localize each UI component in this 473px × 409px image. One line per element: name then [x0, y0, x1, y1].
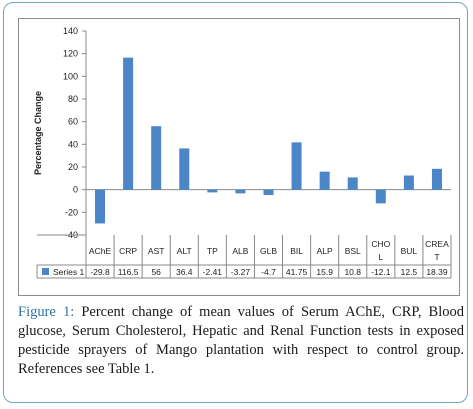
x-tick-label-cont: T	[434, 252, 439, 262]
y-tick-label: -20	[65, 207, 78, 217]
data-label: -2.41	[203, 267, 223, 277]
x-tick-label: GLB	[260, 246, 277, 256]
y-tick-label: 80	[68, 94, 78, 104]
y-tick-label: 40	[68, 139, 78, 149]
caption-label: Figure 1:	[18, 304, 75, 320]
bar-crp	[123, 57, 134, 190]
x-tick-label: AST	[148, 246, 165, 256]
data-label: 18.39	[426, 267, 448, 277]
data-label: 36.4	[176, 267, 193, 277]
x-tick-label: BUL	[401, 246, 418, 256]
y-tick-label: 20	[68, 162, 78, 172]
x-tick-label: ALP	[317, 246, 333, 256]
bar-glb	[263, 189, 274, 195]
bar-alt	[179, 148, 190, 190]
bar-ast	[151, 126, 162, 190]
x-tick-label: CRP	[119, 246, 137, 256]
bar-chart: Percentage Change-40-2002040608010012014…	[33, 26, 452, 279]
data-label: -3.27	[231, 267, 251, 277]
bar-tp	[207, 189, 218, 193]
bar-chol	[375, 189, 386, 204]
data-label: -12.1	[371, 267, 391, 277]
bar-bsl	[347, 177, 358, 190]
y-tick-label: 140	[63, 26, 78, 36]
y-tick-label: 100	[63, 71, 78, 81]
figure-frame: Percentage Change -40 -20 0 20 40 60 80 100 120 14…	[3, 2, 468, 403]
x-tick-label: AChE	[89, 246, 112, 256]
data-label: 15.9	[316, 267, 333, 277]
legend-label: Series 1	[53, 267, 84, 277]
caption-text: Percent change of mean values of Serum A…	[18, 304, 464, 377]
y-axis-label: Percentage Change	[33, 91, 43, 175]
x-tick-label: ALB	[232, 246, 248, 256]
x-tick-label: CHO	[371, 239, 390, 249]
bar-bul	[403, 175, 414, 190]
y-tick-label: 120	[63, 49, 78, 59]
chart-area: Percentage Change -40 -20 0 20 40 60 80 100 120 14…	[18, 18, 460, 296]
y-tick-label: 60	[68, 117, 78, 127]
y-tick-label: 0	[73, 185, 78, 195]
bar-ache	[95, 189, 106, 224]
data-label: 10.8	[344, 267, 361, 277]
bar-alb	[235, 189, 246, 194]
bar-creat	[431, 168, 442, 190]
x-tick-label: ALT	[177, 246, 192, 256]
legend-swatch	[42, 268, 49, 275]
x-tick-label: BIL	[290, 246, 303, 256]
bar-alp	[319, 171, 330, 190]
data-label: -4.7	[261, 267, 276, 277]
figure-caption: Figure 1: Percent change of mean values …	[18, 303, 464, 379]
bar-bil	[291, 142, 302, 190]
data-label: 41.75	[286, 267, 308, 277]
data-label: 12.5	[401, 267, 418, 277]
x-tick-label-cont: L	[378, 252, 383, 262]
x-tick-label: TP	[207, 246, 218, 256]
x-tick-label: CREA	[425, 239, 449, 249]
data-label: 56	[151, 267, 161, 277]
data-label: 116.5	[118, 267, 139, 277]
data-label: -29.8	[90, 267, 110, 277]
x-tick-label: BSL	[345, 246, 361, 256]
